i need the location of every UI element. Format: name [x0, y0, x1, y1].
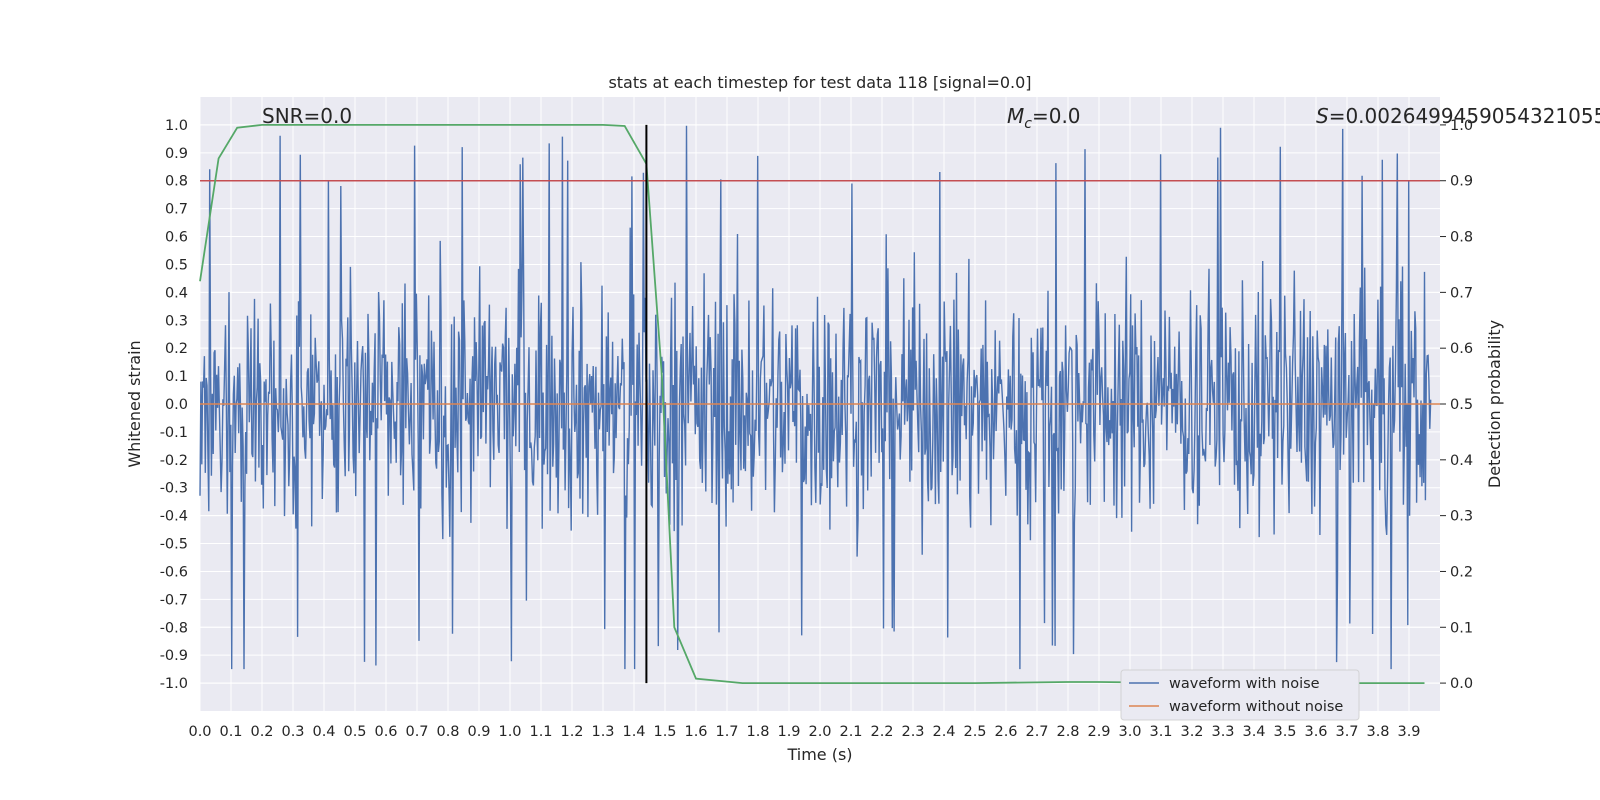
- x-tick-label: 1.7: [715, 724, 738, 740]
- chirp-mass-symbol: M: [1007, 104, 1024, 128]
- x-tick-label: 2.1: [839, 724, 862, 740]
- legend-label-clean: waveform without noise: [1169, 699, 1343, 715]
- y-tick-label: 0.2: [165, 341, 188, 357]
- x-tick-label: 0.5: [343, 724, 366, 740]
- x-tick-label: 2.0: [808, 724, 831, 740]
- y-right-tick-label: 0.1: [1450, 620, 1473, 636]
- y-tick-label: -0.7: [160, 592, 188, 608]
- y-tick-label: -0.8: [160, 620, 188, 636]
- y-right-tick-label: 0.7: [1450, 285, 1473, 301]
- y-right-tick-label: 1.0: [1450, 118, 1473, 134]
- y-right-tick-label: 0.6: [1450, 341, 1473, 357]
- x-tick-label: 3.7: [1335, 724, 1358, 740]
- chirp-mass-annotation: Mc=0.0: [1007, 104, 1081, 132]
- legend-box: [1120, 669, 1360, 721]
- y-tick-label: 0.9: [165, 146, 188, 162]
- x-tick-label: 0.2: [250, 724, 273, 740]
- y-tick-label: 0.3: [165, 313, 188, 329]
- x-tick-label: 0.0: [188, 724, 211, 740]
- x-tick-label: 0.1: [219, 724, 242, 740]
- series-layer: [199, 124, 1440, 684]
- y-tick-label: 0.1: [165, 369, 188, 385]
- chirp-mass-subscript: c: [1024, 116, 1032, 132]
- s-value: =0.0026499459054321055: [1329, 104, 1600, 128]
- x-tick-label: 3.5: [1273, 724, 1296, 740]
- x-tick-label: 3.4: [1242, 724, 1265, 740]
- series-waveform-with-noise: [199, 125, 1432, 670]
- x-tick-label: 0.6: [374, 724, 397, 740]
- y-tick-label: 0.8: [165, 174, 188, 190]
- y-tick-label: -0.2: [160, 453, 188, 469]
- x-tick-label: 1.8: [746, 724, 769, 740]
- y-tick-label: -0.4: [160, 509, 188, 525]
- y-tick-label: 0.6: [165, 230, 188, 246]
- x-tick-label: 3.1: [1149, 724, 1172, 740]
- chart-title: stats at each timestep for test data 118…: [608, 73, 1031, 92]
- x-tick-label: 2.6: [994, 724, 1017, 740]
- snr-annotation: SNR=0.0: [262, 104, 352, 128]
- x-tick-label: 1.2: [560, 724, 583, 740]
- x-tick-label: 3.8: [1366, 724, 1389, 740]
- s-symbol: S: [1316, 104, 1329, 128]
- y-tick-label: 0.4: [165, 285, 188, 301]
- x-tick-label: 1.1: [529, 724, 552, 740]
- x-tick-label: 1.6: [684, 724, 707, 740]
- x-tick-label: 2.2: [870, 724, 893, 740]
- x-axis-label: Time (s): [786, 745, 852, 764]
- x-tick-label: 0.7: [405, 724, 428, 740]
- y-tick-label: 0.5: [165, 257, 188, 273]
- y-right-tick-label: 0.5: [1450, 397, 1473, 413]
- y-tick-label: -1.0: [160, 676, 188, 692]
- x-tick-label: 3.6: [1304, 724, 1327, 740]
- x-tick-label: 2.4: [932, 724, 955, 740]
- tick-labels: 0.0 0.1 0.2 0.3 0.4 0.5 0.6 0.7 0.8 0.9 1.0 1.1 1.2 1…: [160, 118, 1473, 740]
- x-tick-label: 0.8: [436, 724, 459, 740]
- y-tick-label: -0.3: [160, 481, 188, 497]
- x-tick-label: 3.3: [1211, 724, 1234, 740]
- y-tick-label: -0.9: [160, 648, 188, 664]
- x-tick-label: 1.3: [591, 724, 614, 740]
- legend-label-noise: waveform with noise: [1169, 676, 1320, 692]
- series-detection-probability: [199, 124, 1425, 684]
- y-tick-label: 0.0: [165, 397, 188, 413]
- chirp-mass-value: =0.0: [1032, 104, 1081, 128]
- y-right-tick-label: 0.8: [1450, 230, 1473, 246]
- y-tick-label: 0.7: [165, 202, 188, 218]
- y-axis-label: Whitened strain: [125, 340, 144, 467]
- y-right-tick-label: 0.9: [1450, 174, 1473, 190]
- y-tick-label: -0.6: [160, 564, 188, 580]
- x-tick-label: 3.9: [1397, 724, 1420, 740]
- x-tick-label: 0.4: [312, 724, 335, 740]
- x-tick-label: 1.0: [498, 724, 521, 740]
- x-tick-label: 3.0: [1118, 724, 1141, 740]
- x-tick-label: 1.5: [653, 724, 676, 740]
- x-tick-label: 2.7: [1025, 724, 1048, 740]
- x-tick-label: 0.9: [467, 724, 490, 740]
- legend: waveform with noise waveform without noi…: [1120, 669, 1360, 721]
- y-tick-label: -0.5: [160, 537, 188, 553]
- s-annotation: S=0.0026499459054321055: [1316, 104, 1600, 128]
- y-right-tick-label: 0.2: [1450, 564, 1473, 580]
- y-right-tick-label: 0.0: [1450, 676, 1473, 692]
- x-tick-label: 2.5: [963, 724, 986, 740]
- y-right-tick-label: 0.4: [1450, 453, 1473, 469]
- x-tick-label: 0.3: [281, 724, 304, 740]
- y-axis-label-right: Detection probability: [1485, 320, 1504, 488]
- x-tick-label: 3.2: [1180, 724, 1203, 740]
- x-tick-label: 2.8: [1056, 724, 1079, 740]
- x-tick-label: 1.4: [622, 724, 645, 740]
- y-tick-label: -0.1: [160, 425, 188, 441]
- y-right-tick-label: 0.3: [1450, 509, 1473, 525]
- y-tick-label: 1.0: [165, 118, 188, 134]
- x-tick-label: 2.9: [1087, 724, 1110, 740]
- x-tick-label: 1.9: [777, 724, 800, 740]
- x-tick-label: 2.3: [901, 724, 924, 740]
